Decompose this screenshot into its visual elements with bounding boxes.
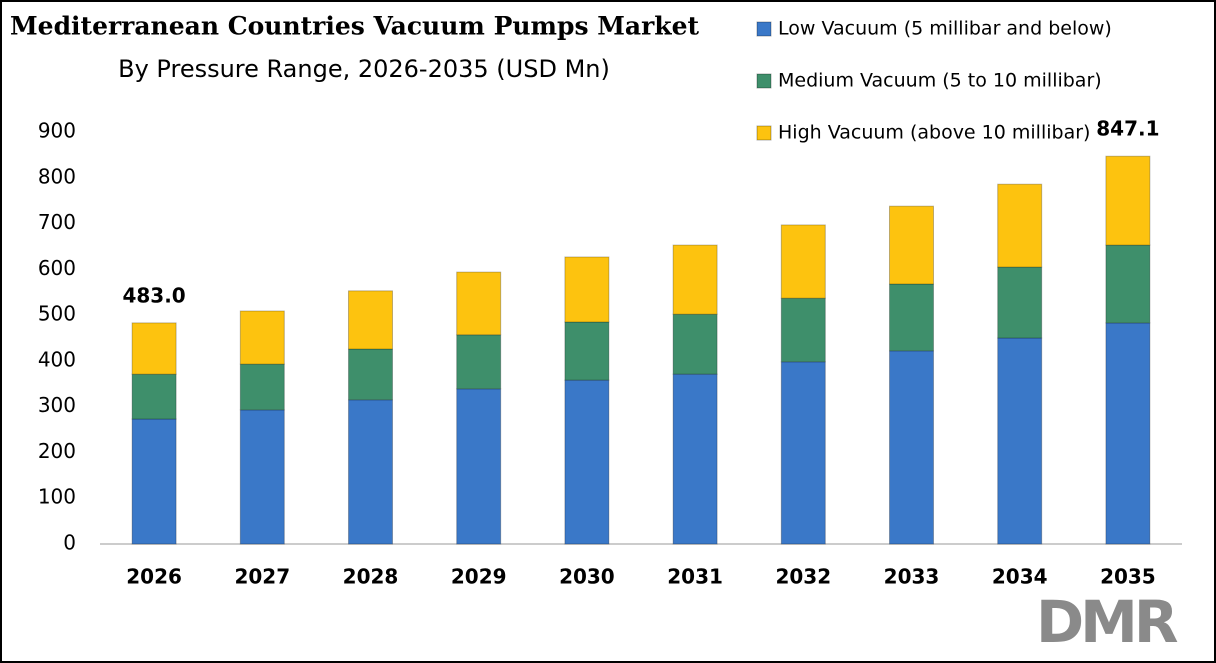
bar-segment <box>1105 322 1151 545</box>
bar-segment <box>780 361 826 545</box>
total-label: 483.0 <box>122 283 185 307</box>
bar-segment <box>348 399 393 545</box>
y-tick-label: 100 <box>38 485 76 509</box>
legend-label: Low Vacuum (5 millibar and below) <box>778 18 1112 40</box>
bar-segment <box>239 310 285 365</box>
chart-title: Mediterranean Countries Vacuum Pumps Mar… <box>10 12 700 41</box>
y-tick-label: 900 <box>38 119 76 143</box>
total-label: 847.1 <box>1096 117 1159 141</box>
bar-segment <box>239 363 285 411</box>
logo: DMR <box>1036 588 1178 656</box>
bar-segment <box>889 283 934 352</box>
bar-segment <box>1105 244 1151 324</box>
legend-label: High Vacuum (above 10 millibar) <box>778 122 1090 144</box>
y-tick-label: 300 <box>38 393 76 417</box>
bar-segment <box>889 350 934 545</box>
x-tick-label: 2032 <box>775 565 831 589</box>
y-tick-label: 500 <box>38 302 76 326</box>
x-tick-label: 2035 <box>1100 565 1156 589</box>
bar-segment <box>780 224 826 299</box>
bar-segment <box>239 409 285 545</box>
y-tick-label: 800 <box>38 164 76 188</box>
bar-segment <box>889 205 934 285</box>
bar-segment <box>131 322 177 375</box>
y-tick-label: 700 <box>38 210 76 234</box>
x-tick-label: 2034 <box>992 565 1048 589</box>
y-tick-label: 400 <box>38 347 76 371</box>
x-tick-label: 2031 <box>667 565 723 589</box>
bar-segment <box>456 271 502 336</box>
x-tick-label: 2033 <box>884 565 940 589</box>
bar-segment <box>672 313 718 375</box>
y-tick-label: 200 <box>38 439 76 463</box>
x-tick-label: 2026 <box>126 565 182 589</box>
bar-segment <box>564 256 610 323</box>
y-tick-label: 0 <box>63 531 76 555</box>
bar-segment <box>997 183 1043 268</box>
legend-swatch <box>756 73 772 89</box>
x-tick-label: 2028 <box>343 565 399 589</box>
bar-segment <box>1105 155 1151 246</box>
bar-segment <box>564 379 610 545</box>
bar-segment <box>997 337 1043 545</box>
bar-segment <box>780 297 826 363</box>
bar-segment <box>131 373 177 420</box>
chart-subtitle: By Pressure Range, 2026-2035 (USD Mn) <box>118 55 610 83</box>
x-tick-label: 2030 <box>559 565 615 589</box>
bar-segment <box>348 290 393 350</box>
legend-swatch <box>756 21 772 37</box>
bar-segment <box>672 373 718 545</box>
bar-segment <box>672 244 718 315</box>
x-tick-label: 2027 <box>234 565 290 589</box>
bar-segment <box>456 388 502 545</box>
legend-swatch <box>756 125 772 141</box>
bar-segment <box>456 334 502 390</box>
y-tick-label: 600 <box>38 256 76 280</box>
bar-segment <box>131 418 177 545</box>
legend-label: Medium Vacuum (5 to 10 millibar) <box>778 70 1102 92</box>
bar-segment <box>997 266 1043 339</box>
bar-segment <box>564 321 610 381</box>
x-tick-label: 2029 <box>451 565 507 589</box>
bar-segment <box>348 348 393 401</box>
